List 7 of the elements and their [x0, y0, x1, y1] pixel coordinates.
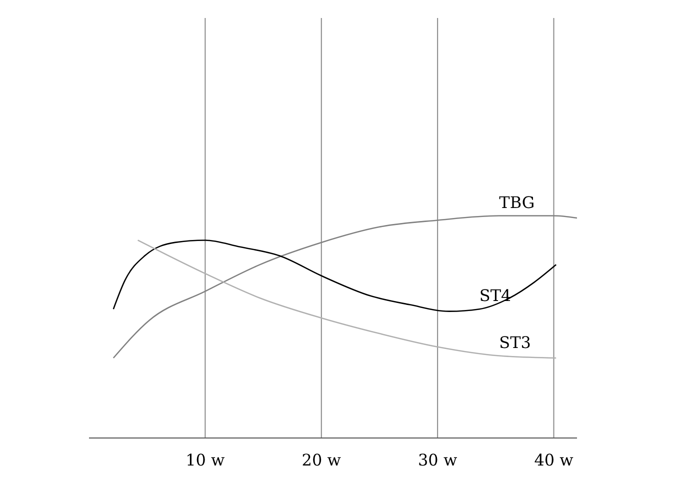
x-tick-label: 30 w — [418, 450, 458, 470]
series-label: ST4 — [479, 286, 512, 306]
x-tick-label: 40 w — [534, 450, 574, 470]
series-label: TBG — [499, 192, 535, 212]
x-tick-label: 10 w — [186, 450, 226, 470]
x-tick-label: 20 w — [302, 450, 342, 470]
series-label: ST3 — [499, 332, 531, 352]
